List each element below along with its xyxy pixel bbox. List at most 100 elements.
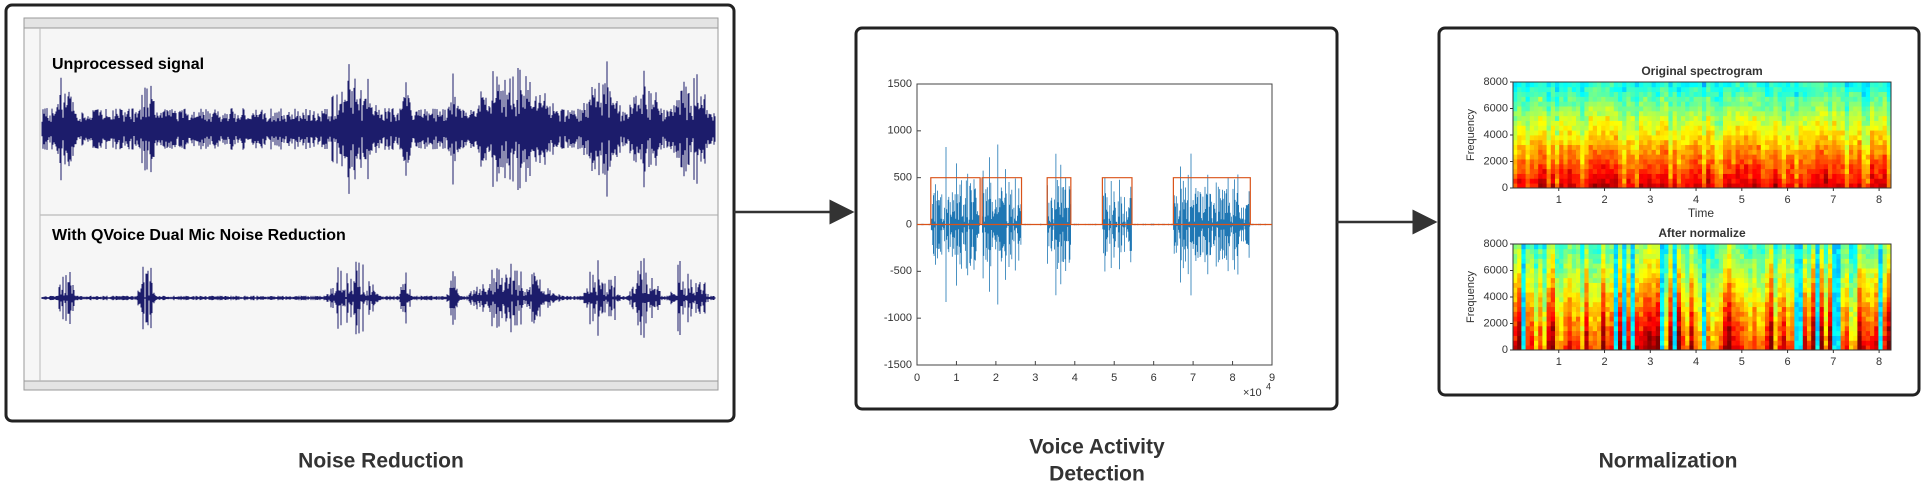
spectrogram-cell <box>1513 120 1518 126</box>
spectrogram-cell <box>1836 178 1841 184</box>
spectrogram-cell <box>1836 149 1841 155</box>
spectrogram-cell <box>1786 125 1791 131</box>
spectrogram-cell <box>1836 163 1841 170</box>
spectrogram-cell <box>1630 173 1636 179</box>
spectrogram-cell <box>1702 82 1707 88</box>
spectrogram-cell <box>1878 282 1883 288</box>
spectrogram-cell <box>1538 125 1543 131</box>
spectrogram-cell <box>1807 86 1812 93</box>
spectrogram-cell <box>1580 253 1585 259</box>
spectrogram-cell <box>1542 183 1547 189</box>
spectrogram-cell <box>1546 135 1552 141</box>
spectrogram-cell <box>1517 173 1522 179</box>
spectrogram-cell <box>1836 297 1841 303</box>
y-tick-label: -1500 <box>884 359 912 371</box>
spectrogram-cell <box>1664 130 1669 136</box>
spectrogram-cell <box>1828 173 1833 179</box>
spectrogram-cell <box>1529 277 1535 283</box>
spectrogram-cell <box>1597 272 1602 279</box>
spectrogram-cell <box>1588 168 1594 174</box>
spectrogram-cell <box>1681 120 1686 126</box>
spectrogram-cell <box>1790 168 1795 174</box>
spectrogram-cell <box>1828 82 1833 88</box>
spectrogram-cell <box>1613 154 1619 160</box>
spectrogram-cell <box>1588 297 1594 303</box>
spectrogram-cell <box>1555 301 1560 308</box>
spectrogram-cell <box>1584 287 1589 293</box>
spectrogram-cell <box>1513 115 1518 121</box>
spectrogram-cell <box>1878 277 1883 283</box>
spectrogram-cell <box>1685 130 1690 136</box>
spectrogram-cell <box>1870 110 1875 117</box>
spectrogram-cell <box>1563 268 1568 274</box>
spectrogram-cell <box>1836 301 1841 308</box>
spectrogram-cell <box>1861 110 1867 117</box>
spectrogram-cell <box>1836 335 1841 341</box>
spectrogram-cell <box>1529 154 1535 160</box>
spectrogram-cell <box>1714 335 1720 341</box>
spectrogram-cell <box>1647 345 1652 351</box>
spectrogram-cell <box>1550 345 1556 351</box>
spectrogram-cell <box>1870 91 1875 97</box>
spectrogram-cell <box>1777 253 1783 259</box>
spectrogram-cell <box>1622 248 1627 255</box>
spectrogram-cell <box>1723 125 1728 131</box>
spectrogram-cell <box>1886 306 1892 312</box>
spectrogram-cell <box>1849 306 1854 312</box>
spectrogram-cell <box>1882 335 1888 341</box>
spectrogram-cell <box>1811 244 1816 250</box>
spectrogram-cell <box>1634 311 1640 317</box>
spectrogram-cell <box>1672 125 1678 131</box>
spectrogram-cell <box>1815 330 1820 336</box>
spectrogram-cell <box>1710 101 1715 107</box>
spectrogram-cell <box>1542 268 1547 274</box>
spectrogram-cell <box>1647 139 1652 146</box>
spectrogram-cell <box>1828 292 1833 298</box>
spectrogram-cell <box>1802 258 1808 264</box>
spectrogram-cell <box>1886 125 1892 131</box>
spectrogram-cell <box>1714 325 1720 332</box>
x-tick-label: 2 <box>1601 194 1607 206</box>
spectrogram-cell <box>1849 110 1854 117</box>
spectrogram-cell <box>1546 272 1552 279</box>
spectrogram-cell <box>1748 306 1753 312</box>
spectrogram-cell <box>1647 163 1652 170</box>
spectrogram-cell <box>1618 125 1623 131</box>
spectrogram-cell <box>1714 248 1720 255</box>
spectrogram-cell <box>1811 272 1816 279</box>
spectrogram-cell <box>1874 144 1879 150</box>
spectrogram-cell <box>1580 263 1585 269</box>
spectrogram-cell <box>1752 321 1757 327</box>
spectrogram-cell <box>1521 325 1526 332</box>
spectrogram-cell <box>1592 301 1598 308</box>
spectrogram-cell <box>1811 345 1816 351</box>
spectrogram-cell <box>1865 306 1871 312</box>
spectrogram-cell <box>1853 321 1858 327</box>
spectrogram-cell <box>1857 173 1862 179</box>
spectrogram-cell <box>1563 144 1568 150</box>
spectrogram-cell <box>1710 330 1715 336</box>
spectrogram-cell <box>1576 149 1581 155</box>
spectrogram-cell <box>1639 335 1644 341</box>
spectrogram-cell <box>1697 306 1703 312</box>
spectrogram-cell <box>1798 135 1804 141</box>
spectrogram-cell <box>1752 125 1757 131</box>
spectrogram-cell <box>1664 268 1669 274</box>
spectrogram-cell <box>1723 96 1728 102</box>
spectrogram-cell <box>1613 115 1619 121</box>
spectrogram-cell <box>1765 135 1770 141</box>
spectrogram-cell <box>1786 297 1791 303</box>
spectrogram-cell <box>1828 277 1833 283</box>
spectrogram-cell <box>1823 297 1829 303</box>
spectrogram-cell <box>1828 272 1833 279</box>
spectrogram-cell <box>1760 163 1766 170</box>
spectrogram-cell <box>1550 120 1556 126</box>
spectrogram-cell <box>1781 292 1787 298</box>
spectrogram-cell <box>1794 139 1799 146</box>
spectrogram-cell <box>1836 168 1841 174</box>
spectrogram-cell <box>1857 345 1862 351</box>
spectrogram-cell <box>1601 258 1606 264</box>
spectrogram-cell <box>1773 282 1778 288</box>
spectrogram-cell <box>1605 272 1610 279</box>
spectrogram-cell <box>1727 248 1732 255</box>
